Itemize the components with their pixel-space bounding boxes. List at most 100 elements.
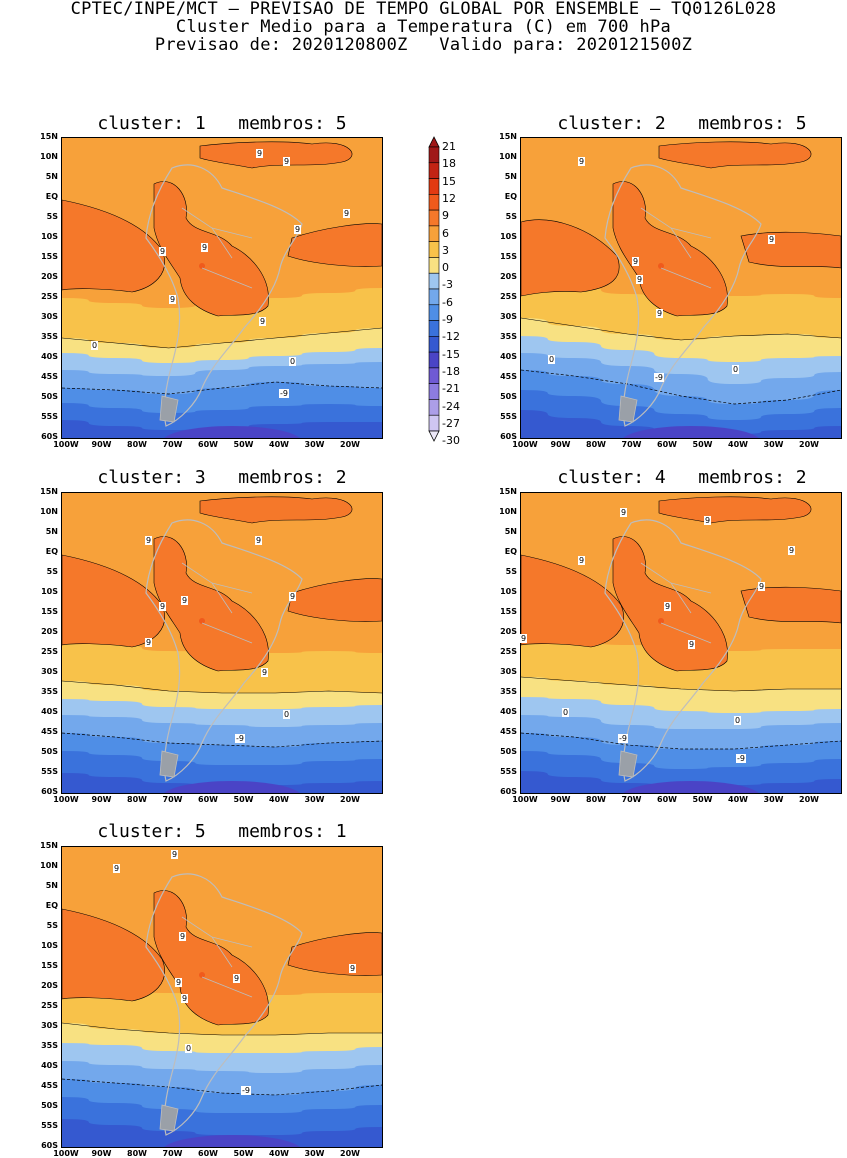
lat-tick-label: 50S [41,1101,58,1110]
lon-tick-label: 60W [657,795,677,804]
lon-tick-label: 90W [91,795,112,804]
lat-tick-label: 55S [500,767,517,776]
country-borders [640,207,712,289]
lat-tick-label: 30S [41,312,58,321]
contour-label: 9 [578,157,586,166]
lon-tick-label: 50W [692,795,713,804]
chart-header: CPTEC/INPE/MCT — PREVISAO DE TEMPO GLOBA… [0,0,847,54]
lat-tick-label: 60S [41,432,58,441]
warm-region-4 [287,578,382,622]
lat-tick-label: 45S [500,372,517,381]
colorbar-label: -9 [442,313,453,326]
lon-tick-label: 80W [127,1149,147,1158]
contour-label: 9 [578,556,586,565]
lat-tick-label: 25S [500,292,517,301]
contour-minus9 [521,369,841,405]
lat-tick-label: EQ [504,547,517,556]
lat-tick-label: 10S [500,587,517,596]
panel-title-5: cluster: 5 membros: 1 [97,821,347,842]
south-america-outline [604,519,762,782]
contour-label: 9 [620,508,628,517]
lat-tick-label: 55S [500,412,517,421]
panel-title-3: cluster: 3 membros: 2 [97,467,347,488]
field-minus15-minus12 [62,1119,382,1147]
lat-tick-label: 40S [41,1061,58,1070]
lat-tick-label: 60S [41,787,58,796]
lat-tick-label: 5S [505,212,517,221]
contour-label: 0 [734,716,742,725]
colorbar-label: -3 [442,278,453,292]
contour-label: 9 [259,317,267,326]
patagonia-islands [159,750,179,778]
map-panel-3 [61,492,383,794]
lon-tick-label: 30W [304,795,325,804]
contour-label: 0 [732,365,740,374]
lon-tick-label: 70W [162,1149,183,1158]
lon-tick-label: 40W [728,440,748,449]
south-america-outline [145,164,303,427]
colorbar-bin [428,414,440,432]
colorbar-bin [428,351,440,369]
warm-spot [199,263,205,269]
contour-label: 0 [185,1044,193,1053]
map-panel-5 [61,846,383,1148]
contour-label: -9 [279,389,289,398]
warm-region-1 [521,219,620,297]
colorbar-bin [428,225,440,242]
map-panel-4 [520,492,842,794]
colorbar-bin [428,367,440,384]
patagonia-islands [618,395,638,423]
lat-tick-label: 15S [41,252,58,261]
colorbar-label: 9 [442,209,449,223]
field-minus15-minus12 [521,771,841,793]
lat-tick-label: 10N [40,507,58,516]
lat-tick-label: 15N [40,841,58,850]
lat-tick-label: 45S [41,1081,58,1090]
contour-label: 9 [656,309,664,318]
contour-label: 9 [289,592,297,601]
contour-label: 9 [175,978,183,987]
warm-region-2 [153,181,269,317]
lon-tick-label: 60W [657,440,677,449]
contour-minus9 [62,732,382,748]
lat-tick-label: 10S [41,587,58,596]
contour-label: 9 [256,149,264,158]
lat-tick-label: 25S [500,647,517,656]
lat-tick-label: 5N [45,881,58,890]
contour-0 [62,680,382,694]
lat-tick-label: 15N [40,132,58,141]
lat-tick-label: 5N [504,527,517,536]
field-minus18 [164,1135,300,1147]
lon-tick-label: 50W [233,440,254,449]
colorbar-label: 21 [442,140,456,153]
contour-label: 9 [171,850,179,859]
lon-tick-label: 100W [53,440,79,449]
lat-tick-label: 40S [41,352,58,361]
lon-tick-label: 60W [198,440,218,449]
warm-spot [658,618,664,624]
colorbar-label: 3 [442,243,449,257]
country-borders [640,562,712,644]
lat-tick-label: 45S [500,727,517,736]
contour-label: 9 [113,864,121,873]
lat-tick-label: 10S [41,941,58,950]
lon-tick-label: 20W [799,795,819,804]
colorbar-label: -12 [442,330,460,344]
panel-title-2: cluster: 2 membros: 5 [557,113,807,134]
contour-0 [521,676,841,692]
colorbar-label: 15 [442,174,456,188]
lat-tick-label: 55S [41,412,58,421]
lon-tick-label: 90W [91,1149,112,1158]
country-borders [181,916,253,998]
lat-tick-label: 5N [504,172,517,181]
lon-tick-label: 30W [304,440,325,449]
colorbar-bin [428,383,440,400]
lat-tick-label: 5S [46,567,58,576]
contour-0 [62,1022,382,1036]
lat-tick-label: 50S [41,392,58,401]
colorbar-bin [428,288,440,306]
lon-tick-label: 100W [512,795,538,804]
contour-label: 0 [283,710,291,719]
lat-tick-label: 60S [500,787,517,796]
lat-tick-label: 35S [41,687,58,696]
